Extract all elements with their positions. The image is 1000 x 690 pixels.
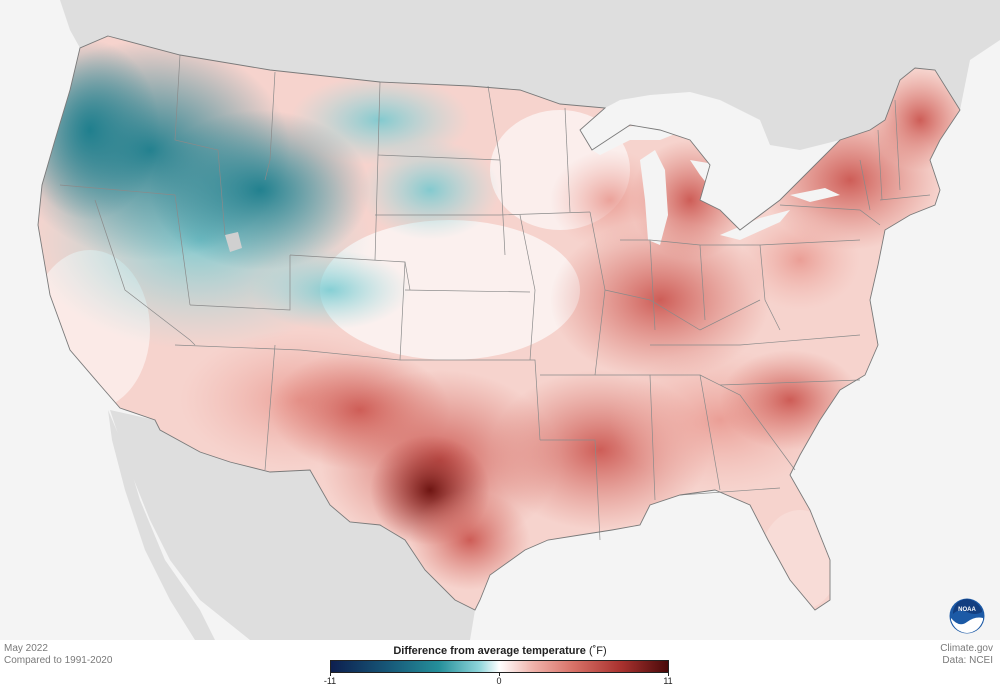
great-salt-lake: [225, 232, 242, 252]
legend-tick-min: [330, 673, 331, 676]
canada-landmass: [60, 0, 1000, 150]
legend-max-label: 11: [663, 676, 673, 686]
legend-title-text: Difference from average temperature: [393, 645, 586, 657]
lake-ontario: [790, 188, 840, 202]
credit-site: Climate.gov: [940, 643, 993, 654]
lake-superior: [592, 122, 690, 155]
caption-date: May 2022: [4, 643, 48, 654]
anomaly-field: [38, 36, 960, 610]
legend-min-label: -11: [323, 676, 337, 686]
legend-unit: (˚F): [588, 645, 607, 657]
caption-right: Climate.gov Data: NCEI: [940, 643, 993, 667]
credit-data: Data: NCEI: [942, 655, 993, 666]
legend-tick-max: [668, 673, 669, 676]
noaa-logo: NOAA: [949, 598, 985, 634]
state-borders: [59, 54, 931, 541]
noaa-logo-text: NOAA: [958, 607, 976, 613]
caption-baseline: Compared to 1991-2020: [4, 655, 113, 666]
legend-color-bar: [330, 660, 669, 673]
us-outline: [37, 35, 961, 611]
lake-erie: [720, 210, 790, 240]
legend-tick-mid: [499, 673, 500, 676]
legend-mid-label: 0: [496, 676, 502, 686]
lake-michigan: [640, 150, 668, 245]
caption-left: May 2022 Compared to 1991-2020: [4, 643, 112, 667]
mexico-landmass: [110, 410, 475, 640]
temperature-anomaly-map: [37, 0, 1000, 640]
footer-bar: May 2022 Compared to 1991-2020 Differenc…: [0, 640, 1000, 690]
legend-title: Difference from average temperature (˚F): [330, 645, 670, 657]
lake-huron: [690, 160, 735, 210]
